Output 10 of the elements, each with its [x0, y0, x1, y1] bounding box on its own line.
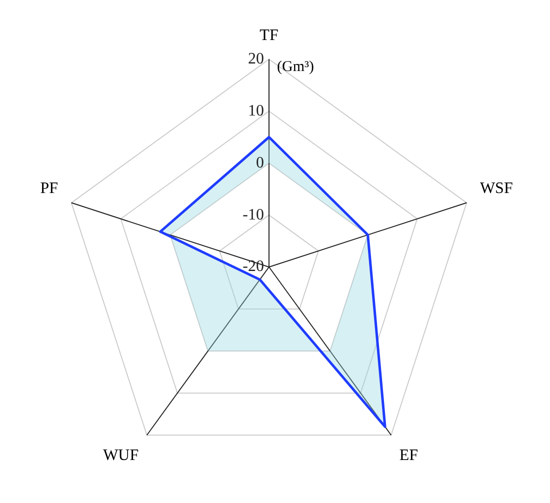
text: (Gm³): [277, 59, 314, 76]
spoke-label: WUF: [103, 447, 139, 464]
spoke-label: EF: [399, 447, 418, 464]
spoke-label: WSF: [480, 180, 513, 198]
y-tick-label: 0: [256, 154, 264, 172]
spoke-label: TF: [260, 26, 278, 44]
y-tick-label: -10: [242, 206, 264, 224]
y-tick-label: 20: [248, 50, 264, 68]
y-tick-label: 10: [248, 102, 264, 120]
spoke-label: PF: [40, 180, 58, 198]
